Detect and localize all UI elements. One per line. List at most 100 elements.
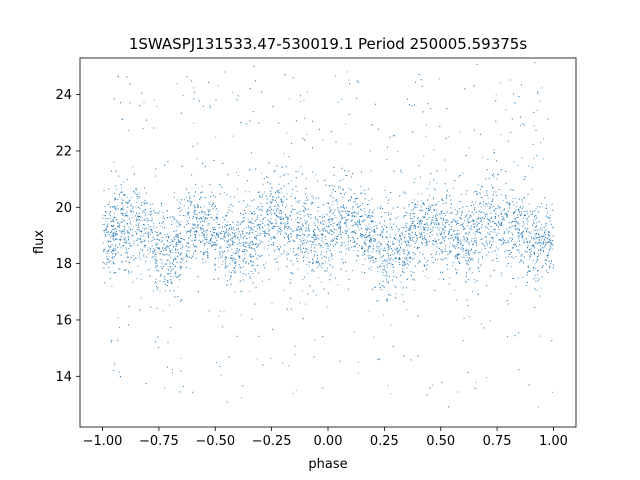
data-point (303, 257, 304, 258)
data-point (405, 222, 407, 224)
data-point (463, 222, 465, 224)
data-point (521, 157, 523, 159)
data-point (172, 369, 173, 371)
data-point (381, 226, 383, 228)
data-point (542, 236, 544, 237)
data-point (378, 250, 380, 252)
data-point (462, 172, 464, 174)
data-point (151, 257, 153, 259)
data-point (128, 237, 130, 239)
data-point (514, 211, 516, 213)
data-point (279, 231, 281, 233)
data-point (256, 358, 258, 360)
data-point (374, 103, 376, 105)
data-point (143, 239, 145, 241)
data-point (517, 235, 519, 237)
data-point (181, 299, 183, 301)
data-point (495, 246, 497, 248)
data-point (518, 238, 520, 240)
data-point (397, 228, 399, 230)
data-point (243, 243, 245, 245)
data-point (433, 149, 435, 151)
data-point (104, 230, 105, 232)
data-point (275, 208, 277, 210)
data-point (517, 228, 519, 230)
data-point (455, 257, 457, 259)
data-point (413, 240, 415, 242)
data-point (121, 232, 122, 234)
data-point (408, 244, 410, 246)
data-point (455, 256, 457, 258)
data-point (351, 270, 353, 272)
data-point (217, 236, 219, 238)
data-point (175, 243, 177, 245)
data-point (175, 265, 177, 267)
data-point (438, 278, 440, 280)
data-point (537, 237, 539, 239)
data-point (284, 228, 285, 230)
data-point (173, 237, 175, 239)
data-point (427, 212, 428, 214)
data-point (126, 196, 128, 198)
data-point (159, 253, 161, 255)
data-point (400, 238, 401, 239)
data-point (542, 243, 544, 245)
data-point (549, 239, 550, 241)
data-point (244, 191, 246, 193)
data-point (332, 241, 333, 242)
data-point (308, 216, 310, 217)
data-point (453, 247, 455, 248)
data-point (313, 230, 315, 232)
data-point (360, 171, 362, 173)
data-point (366, 227, 368, 229)
data-point (321, 257, 323, 259)
data-point (446, 108, 448, 110)
data-point (337, 207, 339, 208)
data-point (140, 297, 142, 299)
data-point (473, 220, 475, 222)
data-point (413, 227, 415, 229)
data-point (477, 229, 478, 230)
data-point (144, 187, 146, 189)
data-point (156, 288, 158, 290)
data-point (356, 203, 358, 205)
data-point (539, 100, 541, 102)
data-point (402, 251, 404, 253)
data-point (125, 201, 126, 203)
data-point (249, 291, 251, 293)
data-point (323, 223, 324, 225)
data-point (491, 216, 493, 218)
data-point (375, 240, 377, 242)
data-point (489, 242, 490, 244)
data-point (312, 237, 314, 239)
data-point (379, 283, 381, 285)
data-point (543, 234, 545, 236)
data-point (114, 364, 116, 366)
data-point (363, 207, 365, 209)
data-point (104, 223, 105, 225)
data-point (259, 256, 261, 258)
data-point (275, 258, 277, 260)
data-point (217, 224, 219, 226)
data-point (112, 220, 114, 222)
data-point (486, 377, 487, 379)
data-point (484, 205, 486, 207)
data-point (254, 237, 256, 239)
data-point (481, 224, 483, 226)
data-point (351, 246, 353, 248)
data-point (461, 210, 463, 212)
data-point (250, 271, 252, 273)
data-point (217, 210, 219, 212)
data-point (290, 272, 292, 274)
data-point (352, 215, 353, 217)
data-point (426, 242, 428, 243)
data-point (121, 261, 123, 263)
data-point (359, 245, 360, 246)
data-point (204, 245, 205, 246)
data-point (319, 230, 321, 232)
data-point (111, 285, 113, 287)
data-point (349, 143, 351, 145)
data-point (475, 231, 477, 233)
data-point (354, 211, 356, 213)
data-point (302, 225, 304, 227)
